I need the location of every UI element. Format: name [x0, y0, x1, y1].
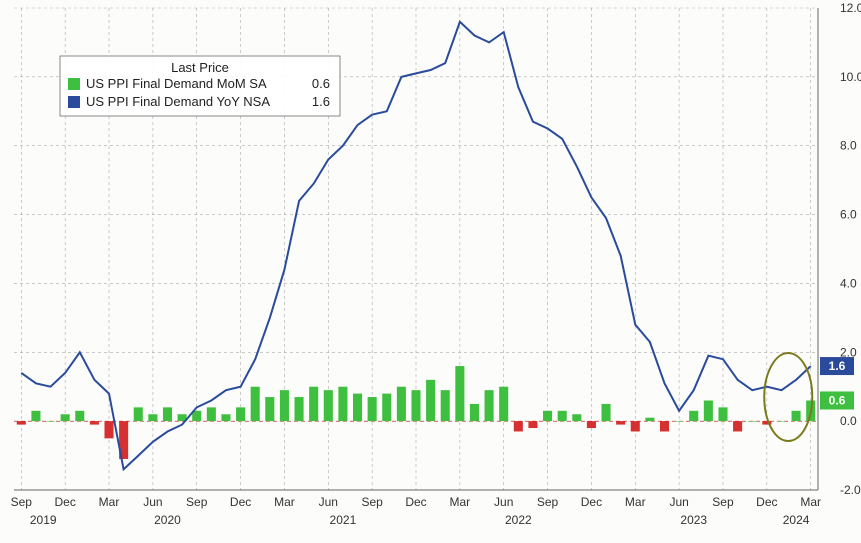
- bar: [163, 407, 172, 421]
- x-tick-month: Sep: [537, 495, 559, 509]
- bar: [528, 421, 537, 428]
- bar: [441, 390, 450, 421]
- bar: [426, 380, 435, 421]
- bar: [543, 411, 552, 421]
- bar: [265, 397, 274, 421]
- x-tick-month: Dec: [230, 495, 251, 509]
- bar: [207, 407, 216, 421]
- bar: [324, 390, 333, 421]
- legend-value: 0.6: [312, 76, 330, 91]
- x-tick-month: Jun: [143, 495, 162, 509]
- x-tick-year: 2023: [680, 513, 707, 527]
- x-tick-month: Sep: [712, 495, 734, 509]
- x-tick-month: Mar: [99, 495, 120, 509]
- value-badge-text: 0.6: [829, 393, 846, 407]
- chart-svg: -2.00.02.04.06.08.010.012.0SepDecMarJunS…: [0, 0, 861, 543]
- bar: [689, 411, 698, 421]
- x-tick-year: 2024: [783, 513, 810, 527]
- x-tick-month: Jun: [669, 495, 688, 509]
- bar: [397, 387, 406, 421]
- bar: [251, 387, 260, 421]
- bar: [455, 366, 464, 421]
- bar: [616, 421, 625, 424]
- bar: [17, 421, 26, 424]
- bar: [148, 414, 157, 421]
- y-tick-label: 8.0: [840, 139, 857, 153]
- bar: [134, 407, 143, 421]
- bar: [236, 407, 245, 421]
- bar: [295, 397, 304, 421]
- x-tick-month: Mar: [625, 495, 646, 509]
- bar: [309, 387, 318, 421]
- bar: [411, 390, 420, 421]
- y-tick-label: 4.0: [840, 276, 857, 290]
- bar: [602, 404, 611, 421]
- bar: [382, 394, 391, 422]
- legend-value: 1.6: [312, 94, 330, 109]
- bar: [675, 421, 684, 422]
- bar: [280, 390, 289, 421]
- bar: [353, 394, 362, 422]
- bar: [587, 421, 596, 428]
- value-badge-text: 1.6: [829, 359, 846, 373]
- x-tick-year: 2020: [154, 513, 181, 527]
- bar: [499, 387, 508, 421]
- bar: [61, 414, 70, 421]
- bar: [645, 418, 654, 421]
- bar: [514, 421, 523, 431]
- x-tick-month: Dec: [54, 495, 75, 509]
- bar: [31, 411, 40, 421]
- bar: [660, 421, 669, 431]
- bar: [777, 421, 786, 422]
- bar: [46, 421, 55, 422]
- bar: [748, 421, 757, 422]
- y-tick-label: -2.0: [840, 483, 861, 497]
- legend-label: US PPI Final Demand YoY NSA: [86, 94, 270, 109]
- bar: [718, 407, 727, 421]
- legend-swatch: [68, 78, 80, 90]
- x-tick-month: Sep: [361, 495, 383, 509]
- bar: [104, 421, 113, 438]
- x-tick-month: Dec: [756, 495, 777, 509]
- bar: [704, 400, 713, 421]
- y-tick-label: 0.0: [840, 414, 857, 428]
- legend-title: Last Price: [171, 60, 229, 75]
- bar: [485, 390, 494, 421]
- x-tick-month: Mar: [274, 495, 295, 509]
- x-tick-year: 2021: [330, 513, 357, 527]
- bar: [792, 411, 801, 421]
- bar: [470, 404, 479, 421]
- bar: [75, 411, 84, 421]
- bar: [338, 387, 347, 421]
- x-tick-month: Dec: [581, 495, 602, 509]
- y-tick-label: 12.0: [840, 1, 861, 15]
- bar: [221, 414, 230, 421]
- ppi-chart: -2.00.02.04.06.08.010.012.0SepDecMarJunS…: [0, 0, 861, 543]
- y-tick-label: 10.0: [840, 70, 861, 84]
- x-tick-month: Jun: [319, 495, 338, 509]
- x-tick-month: Jun: [494, 495, 513, 509]
- bar: [558, 411, 567, 421]
- x-tick-month: Mar: [800, 495, 821, 509]
- x-tick-year: 2019: [30, 513, 57, 527]
- x-tick-year: 2022: [505, 513, 532, 527]
- y-tick-label: 6.0: [840, 208, 857, 222]
- bar: [631, 421, 640, 431]
- x-tick-month: Dec: [405, 495, 426, 509]
- x-tick-month: Mar: [450, 495, 471, 509]
- bar: [733, 421, 742, 431]
- x-tick-month: Sep: [186, 495, 208, 509]
- bar: [90, 421, 99, 424]
- legend-swatch: [68, 96, 80, 108]
- legend-label: US PPI Final Demand MoM SA: [86, 76, 267, 91]
- bar: [572, 414, 581, 421]
- bar: [368, 397, 377, 421]
- x-tick-month: Sep: [11, 495, 33, 509]
